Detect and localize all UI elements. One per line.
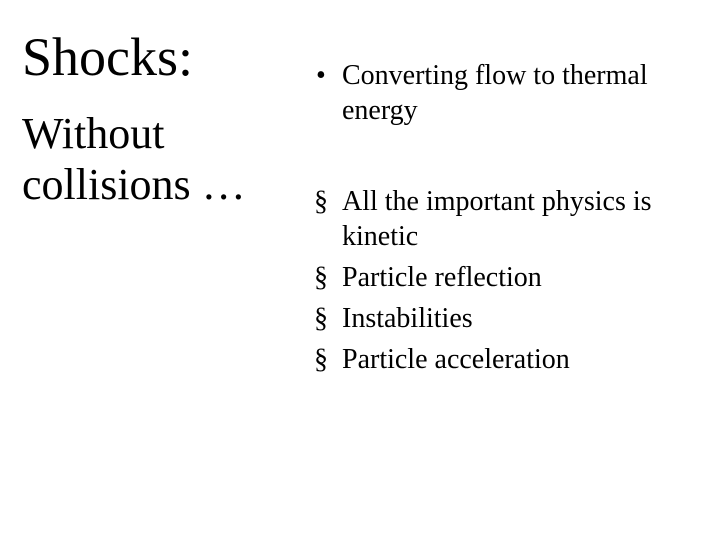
heading-sub-line1: Without	[22, 109, 164, 158]
heading-sub: Without collisions …	[22, 109, 302, 210]
top-bullet-list: Converting flow to thermal energy	[310, 58, 710, 128]
sub-bullet-list: All the important physics is kinetic Par…	[310, 184, 710, 377]
sub-bullet-item: All the important physics is kinetic	[310, 184, 710, 254]
slide: Shocks: Without collisions … Converting …	[0, 0, 720, 540]
top-bullet-text: Converting flow to thermal energy	[342, 60, 648, 126]
sub-bullet-item: Instabilities	[310, 301, 710, 336]
top-bullet-item: Converting flow to thermal energy	[310, 58, 710, 128]
sub-bullet-item: Particle acceleration	[310, 342, 710, 377]
left-column: Shocks: Without collisions …	[22, 28, 302, 211]
heading-main: Shocks:	[22, 28, 302, 87]
right-column: Converting flow to thermal energy All th…	[310, 58, 710, 383]
sub-bullet-text: Instabilities	[342, 303, 473, 334]
sub-bullet-text: All the important physics is kinetic	[342, 186, 652, 252]
heading-sub-line2: collisions …	[22, 160, 246, 209]
sub-bullet-text: Particle reflection	[342, 262, 542, 293]
sub-bullet-text: Particle acceleration	[342, 344, 570, 375]
sub-bullet-item: Particle reflection	[310, 260, 710, 295]
